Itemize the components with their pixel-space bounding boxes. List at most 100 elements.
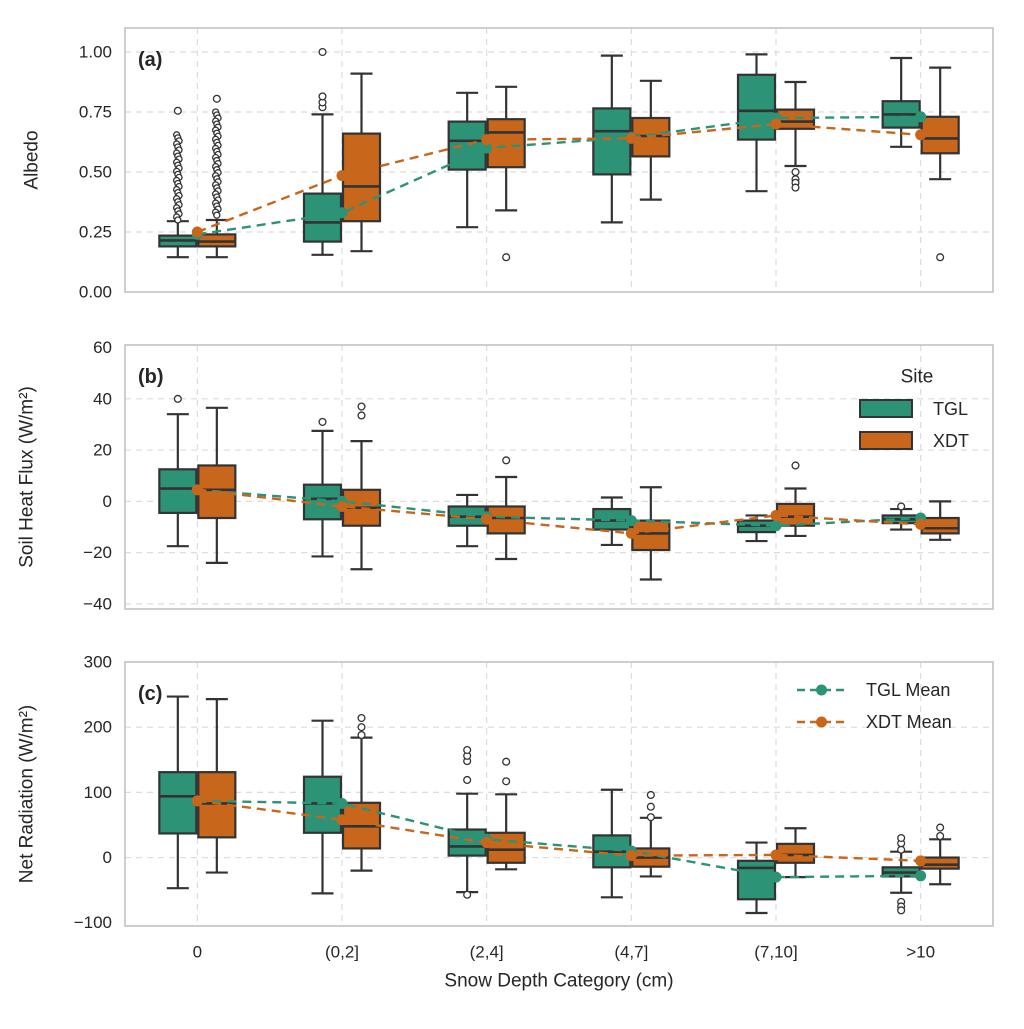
x-tick-label: >10: [906, 943, 935, 962]
y-tick-label: 0: [103, 492, 112, 511]
mean-line-TGL: [191, 484, 927, 532]
y-tick-label: −100: [74, 913, 112, 932]
outlier-TGL: [897, 833, 906, 843]
y-tick-label: 1.00: [79, 43, 112, 62]
outlier-TGL: [463, 775, 472, 785]
outlier-XDT: [791, 167, 800, 177]
outlier-XDT: [646, 813, 655, 822]
outlier-XDT: [357, 730, 366, 740]
box-XDT-4: [775, 842, 816, 864]
boxes-XDT: [197, 66, 960, 262]
outlier-TGL: [897, 906, 906, 915]
y-tick-label: 300: [84, 653, 112, 672]
outlier-XDT: [936, 253, 945, 262]
outlier-TGL: [463, 745, 472, 755]
box-XDT-3: [631, 519, 671, 552]
x-tick-label: (0,2]: [325, 943, 359, 962]
outlier-XDT: [791, 183, 800, 192]
outlier-TGL: [463, 890, 472, 899]
outlier-TGL: [173, 394, 182, 403]
outlier-TGL: [173, 106, 182, 115]
panel-label: (b): [138, 366, 164, 388]
outlier-XDT: [502, 777, 511, 786]
y-tick-label: −20: [83, 543, 112, 562]
gridlines: [125, 28, 993, 292]
axes-frame: [124, 27, 994, 293]
y-axis-label: Albedo: [22, 130, 43, 189]
box-XDT-5: [920, 516, 960, 535]
axes-frame: [124, 661, 994, 927]
site-legend: Site TGL XDT: [859, 367, 969, 451]
outlier-XDT: [791, 461, 800, 470]
panel-c: (c) −100 0 100 200 300 Net Radiation (W/m²): [17, 653, 994, 932]
box-XDT-2: [486, 505, 526, 535]
boxes-TGL: [158, 47, 921, 259]
x-tick-label: (2,4]: [470, 943, 504, 962]
outlier-XDT: [646, 802, 655, 811]
y-tick-label: 0.25: [79, 223, 112, 242]
y-tick-label: 0.50: [79, 163, 112, 182]
box-TGL-0: [158, 468, 198, 514]
gridlines: [125, 345, 993, 609]
box-TGL-0: [158, 771, 198, 835]
legend-swatch-TGL: [859, 399, 913, 418]
box-TGL-4: [736, 859, 777, 901]
outlier-TGL: [318, 417, 327, 426]
box-TGL-2: [447, 120, 487, 171]
outlier-XDT: [646, 790, 655, 800]
outlier-XDT: [936, 823, 945, 832]
outlier-XDT: [936, 831, 945, 841]
outlier-XDT: [357, 714, 366, 723]
mean-line-TGL: [191, 795, 927, 883]
box-XDT-1: [341, 132, 382, 223]
box-XDT-4: [775, 108, 816, 130]
legend-marker-XDT: [816, 716, 827, 728]
legend-swatch-XDT: [859, 431, 913, 450]
box-XDT-5: [920, 115, 960, 155]
box-XDT-2: [486, 118, 526, 169]
mean-legend: TGL Mean XDT Mean: [797, 680, 952, 732]
x-axis-label: Snow Depth Category (cm): [444, 971, 673, 992]
mean-line-TGL: [191, 111, 927, 240]
y-tick-label: 0.75: [79, 103, 112, 122]
panel-b: (b) −40 −20 0 20 40 60 Soil Heat Flux (W/m²): [17, 338, 994, 613]
box-TGL-1: [302, 775, 343, 834]
y-tick-label: −40: [83, 594, 112, 613]
mean-line-XDT: [191, 484, 927, 539]
legend-label-TGL-mean: TGL Mean: [866, 680, 950, 700]
outlier-XDT: [502, 253, 511, 262]
box-XDT-2: [486, 831, 526, 864]
boxes-TGL: [158, 695, 921, 915]
outlier-TGL: [318, 47, 327, 57]
y-tick-label: 60: [93, 338, 112, 357]
y-tick-label: 40: [93, 389, 112, 408]
legend-label-TGL: TGL: [933, 399, 968, 419]
y-tick-label: 0: [103, 848, 112, 867]
boxes-TGL: [158, 394, 921, 558]
outlier-TGL: [897, 845, 906, 854]
y-tick-label: 100: [84, 783, 112, 802]
outlier-TGL: [897, 502, 906, 511]
outlier-XDT: [502, 757, 511, 766]
x-tick-label: (4,7]: [614, 943, 648, 962]
outlier-XDT: [357, 402, 366, 411]
site-legend-title: Site: [901, 367, 934, 388]
x-tick-label: 0: [193, 943, 202, 962]
outlier-XDT: [212, 94, 221, 103]
mean-line-XDT: [191, 795, 927, 867]
panel-label: (c): [138, 683, 162, 705]
mean-line-XDT: [191, 118, 927, 238]
axes-frame: [124, 344, 994, 610]
outlier-TGL: [318, 92, 327, 101]
box-TGL-4: [736, 73, 777, 141]
y-tick-label: 200: [84, 718, 112, 737]
outlier-XDT: [502, 456, 511, 465]
y-tick-label: 20: [93, 441, 112, 460]
outlier-XDT: [357, 411, 366, 420]
legend-label-XDT: XDT: [933, 431, 969, 451]
legend-label-XDT-mean: XDT Mean: [866, 712, 952, 732]
panel-a: (a) 0.00 0.25 0.50 0.75 1.00 Albedo: [22, 27, 994, 302]
y-axis-label: Soil Heat Flux (W/m²): [17, 386, 38, 568]
